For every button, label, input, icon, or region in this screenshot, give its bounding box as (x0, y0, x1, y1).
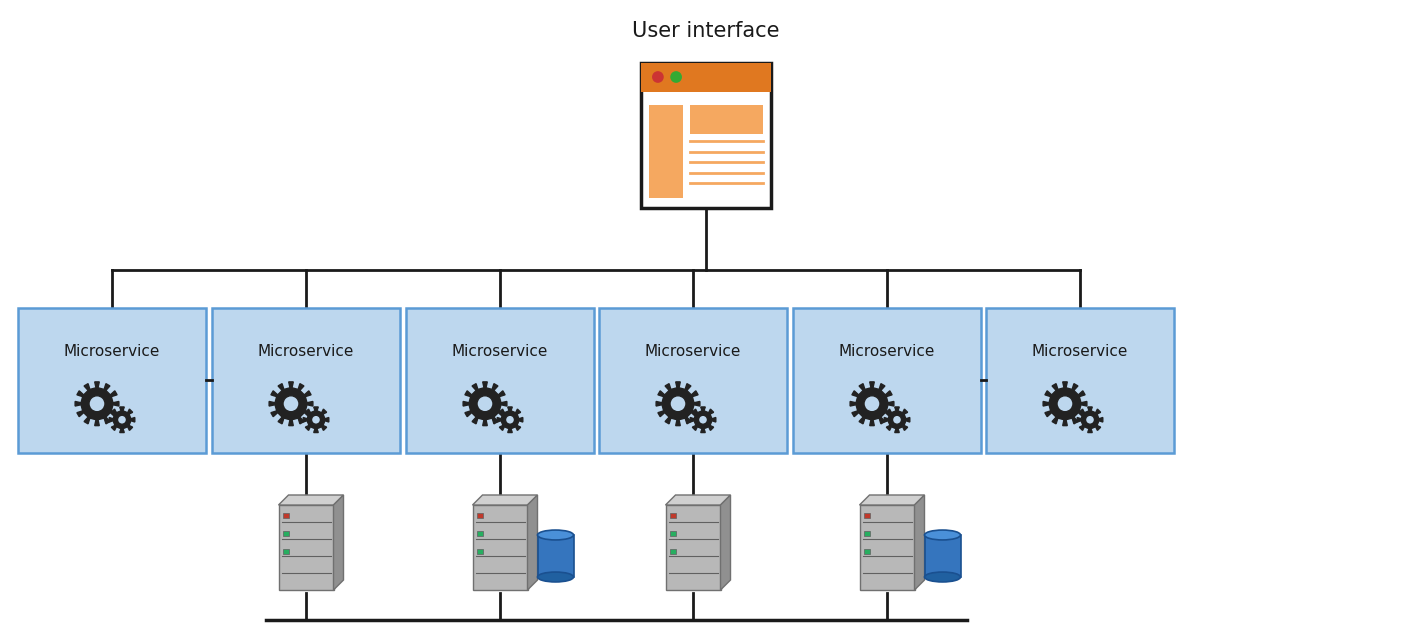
Ellipse shape (924, 530, 961, 540)
Bar (670, 549, 675, 554)
Bar (278, 505, 333, 590)
Polygon shape (109, 407, 134, 433)
Text: User interface: User interface (632, 20, 780, 40)
Circle shape (283, 396, 300, 412)
Text: Microservice: Microservice (839, 344, 935, 358)
Polygon shape (721, 495, 731, 590)
Text: Microservice: Microservice (452, 344, 548, 358)
Circle shape (670, 71, 682, 83)
Bar (476, 531, 482, 536)
Text: Microservice: Microservice (64, 344, 160, 358)
Bar (863, 513, 869, 518)
Ellipse shape (924, 572, 961, 582)
Bar (986, 307, 1174, 452)
Bar (859, 505, 914, 590)
Bar (691, 105, 763, 134)
Circle shape (651, 71, 664, 83)
Polygon shape (914, 495, 924, 590)
Circle shape (670, 396, 685, 412)
Ellipse shape (537, 572, 574, 582)
Polygon shape (472, 495, 537, 505)
Text: Microservice: Microservice (644, 344, 742, 358)
Bar (18, 307, 206, 452)
Circle shape (893, 415, 901, 424)
Polygon shape (75, 382, 119, 426)
Polygon shape (656, 382, 699, 426)
Bar (863, 531, 869, 536)
Bar (283, 513, 288, 518)
Bar (670, 531, 675, 536)
Bar (863, 549, 869, 554)
Bar (476, 513, 482, 518)
Circle shape (506, 415, 514, 424)
Circle shape (117, 415, 127, 424)
Polygon shape (304, 407, 329, 433)
Polygon shape (1077, 407, 1102, 433)
Circle shape (1057, 396, 1072, 412)
Bar (670, 513, 675, 518)
Circle shape (1085, 415, 1095, 424)
Polygon shape (463, 382, 507, 426)
Bar (649, 105, 682, 198)
Bar (793, 307, 981, 452)
Polygon shape (885, 407, 910, 433)
Polygon shape (851, 382, 894, 426)
Bar (476, 549, 482, 554)
Polygon shape (497, 407, 523, 433)
Bar (666, 505, 721, 590)
Polygon shape (1043, 382, 1087, 426)
Bar (283, 549, 288, 554)
Circle shape (478, 396, 493, 412)
Text: Microservice: Microservice (257, 344, 355, 358)
Circle shape (89, 396, 105, 412)
Ellipse shape (537, 530, 574, 540)
Polygon shape (690, 407, 716, 433)
Bar (642, 63, 771, 208)
Bar (406, 307, 593, 452)
Bar (924, 535, 961, 577)
Bar (537, 535, 574, 577)
Text: Microservice: Microservice (1031, 344, 1128, 358)
Polygon shape (268, 382, 312, 426)
Circle shape (863, 396, 880, 412)
Polygon shape (527, 495, 537, 590)
Bar (642, 63, 771, 91)
Bar (283, 531, 288, 536)
Polygon shape (666, 495, 731, 505)
Bar (212, 307, 400, 452)
Circle shape (311, 415, 321, 424)
Polygon shape (333, 495, 343, 590)
Bar (472, 505, 527, 590)
Bar (599, 307, 787, 452)
Polygon shape (859, 495, 924, 505)
Polygon shape (278, 495, 343, 505)
Circle shape (698, 415, 708, 424)
